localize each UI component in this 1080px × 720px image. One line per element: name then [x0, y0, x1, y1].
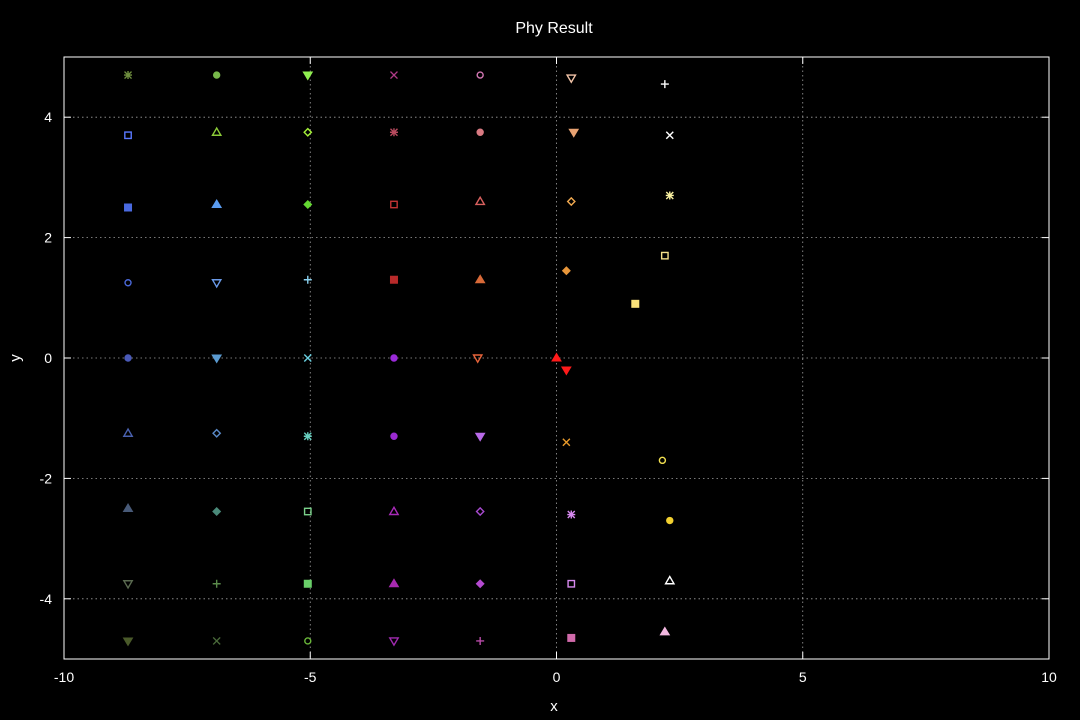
y-axis-label: y [7, 354, 24, 362]
data-point [304, 637, 312, 645]
data-points [122, 71, 676, 647]
data-point [390, 354, 398, 362]
axes: -10 -5 0 5 10 -4 -2 0 2 4 [40, 57, 1057, 685]
data-point [122, 427, 134, 437]
data-point [211, 199, 223, 208]
data-point [567, 510, 576, 519]
plot-area-border [63, 56, 1050, 660]
data-point [474, 195, 486, 206]
data-point [475, 579, 485, 589]
data-point [561, 266, 571, 276]
data-point [474, 432, 486, 442]
data-point [303, 507, 312, 516]
data-point [303, 579, 312, 588]
data-point [122, 503, 134, 512]
data-point [665, 191, 674, 200]
data-point [212, 428, 222, 438]
data-point [566, 196, 576, 207]
grid-lines [64, 57, 1049, 659]
y-tick-label: 4 [44, 109, 52, 125]
data-point [212, 636, 221, 645]
data-point [388, 578, 400, 588]
data-point [476, 71, 484, 79]
data-point [388, 637, 400, 647]
y-tick-label: 0 [44, 350, 52, 366]
data-point [472, 354, 484, 364]
data-point [389, 71, 398, 80]
x-tick-label: 0 [553, 669, 561, 685]
data-point [124, 279, 132, 287]
data-point [303, 432, 312, 441]
data-point [388, 505, 400, 516]
x-axis-label: x [550, 698, 558, 715]
data-point [568, 128, 580, 138]
x-tick-label: 5 [799, 669, 807, 685]
data-point [560, 366, 572, 376]
y-tick-label: 2 [44, 230, 52, 246]
data-point [303, 127, 313, 137]
data-point [658, 456, 667, 465]
data-point [122, 580, 134, 590]
data-point [303, 354, 312, 362]
data-point [562, 438, 571, 447]
data-point [474, 274, 486, 284]
data-point [390, 432, 398, 440]
x-tick-label: -5 [304, 669, 317, 685]
x-tick-label: -10 [54, 669, 74, 685]
data-point [124, 203, 133, 212]
data-point [475, 506, 485, 517]
data-point [664, 575, 676, 585]
data-point [212, 507, 222, 517]
data-point [389, 275, 398, 284]
data-point [303, 199, 313, 209]
data-point [476, 636, 485, 645]
data-point [211, 279, 223, 289]
data-point [660, 251, 669, 260]
data-point [631, 299, 640, 308]
data-point [212, 579, 221, 588]
data-point [212, 71, 221, 79]
data-point [659, 626, 671, 636]
data-point [660, 80, 669, 89]
data-point [476, 128, 484, 136]
data-point [302, 71, 314, 81]
data-point [124, 354, 132, 362]
y-tick-label: -2 [40, 470, 53, 486]
y-tick-label: -4 [40, 591, 53, 607]
chart-title: Phy Result [515, 20, 593, 37]
data-point [565, 74, 577, 84]
data-point [303, 275, 312, 284]
data-point [122, 637, 134, 647]
x-tick-label: 10 [1041, 669, 1057, 685]
data-point [211, 126, 223, 136]
data-point [665, 131, 674, 140]
data-point [567, 633, 576, 642]
data-point [567, 579, 576, 588]
data-point [124, 131, 132, 140]
data-point [390, 200, 398, 209]
data-point [211, 354, 223, 364]
data-point [124, 71, 133, 80]
data-point [389, 128, 398, 137]
data-point [551, 352, 562, 362]
data-point [666, 516, 674, 525]
